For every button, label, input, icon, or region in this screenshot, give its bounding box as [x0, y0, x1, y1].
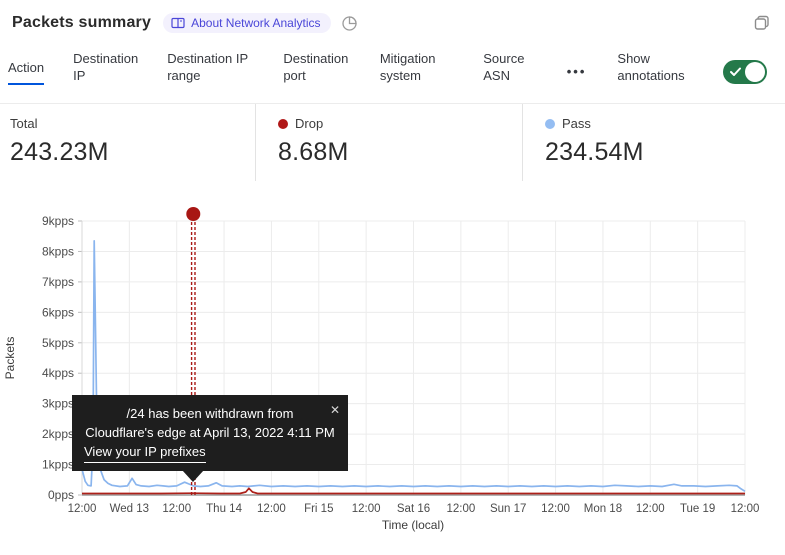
view-ip-prefixes-link[interactable]: View your IP prefixes [84, 442, 206, 463]
drop-series-dot [278, 118, 288, 129]
tab-destination-ip-range[interactable]: Destination IP range [167, 51, 249, 83]
book-icon [171, 17, 185, 29]
y-tick-label: 0pps [48, 488, 74, 502]
x-tick-label: 12:00 [257, 503, 286, 515]
about-badge-label: About Network Analytics [191, 16, 321, 30]
y-tick-label: 4kpps [42, 366, 74, 380]
show-annotations-label: Show annotations [617, 51, 685, 83]
tab-source-asn[interactable]: Source ASN [483, 51, 525, 83]
check-icon [730, 67, 742, 76]
stat-value: 234.54M [545, 138, 644, 166]
x-tick-label: Fri 15 [304, 503, 333, 515]
packets-chart[interactable]: 0pps 1kpps 2kpps 3kpps 4kpps 5kpps 6kpps 7kpps 8… [0, 203, 785, 548]
x-tick-label: 12:00 [541, 503, 570, 515]
x-tick-label: 12:00 [162, 503, 191, 515]
dimension-tabs: Action Destination IP Destination IP range… [0, 36, 785, 93]
y-axis-title: Packets [3, 337, 17, 380]
x-tick-label: 12:00 [352, 503, 381, 515]
x-tick-label: Mon 18 [584, 503, 622, 515]
y-tick-label: 9kpps [42, 214, 74, 228]
x-tick-label: 12:00 [68, 503, 97, 515]
header: Packets summary About Network Analytics [0, 0, 785, 36]
x-tick-label: 12:00 [446, 503, 475, 515]
stat-value: 243.23M [10, 138, 109, 166]
series-line-drop [82, 487, 745, 495]
tab-destination-port[interactable]: Destination port [283, 51, 349, 83]
tab-action[interactable]: Action [8, 59, 45, 85]
sampling-pie-icon [341, 15, 358, 32]
y-tick-label: 2kpps [42, 427, 74, 441]
packets-chart-area: 0pps 1kpps 2kpps 3kpps 4kpps 5kpps 6kpps 7kpps 8… [0, 203, 785, 548]
x-tick-label: Tue 19 [680, 503, 715, 515]
stat-value: 8.68M [278, 138, 349, 166]
y-tick-label: 1kpps [42, 458, 74, 472]
x-tick-label: Wed 13 [110, 503, 149, 515]
stat-label: Drop [295, 116, 324, 131]
tooltip-line2: Cloudflare's edge at April 13, 2022 4:11… [85, 425, 335, 440]
toggle-knob [745, 61, 766, 82]
stat-pass: Pass 234.54M [522, 104, 785, 181]
about-network-analytics-badge[interactable]: About Network Analytics [163, 13, 331, 33]
more-tabs-button[interactable]: ••• [566, 64, 587, 79]
stat-total: Total 243.23M [0, 104, 255, 181]
annotation-marker-dot[interactable] [186, 207, 201, 221]
tooltip-caret [182, 470, 204, 482]
popout-window-icon[interactable] [753, 14, 771, 32]
x-tick-label: Sun 17 [490, 503, 526, 515]
tab-mitigation-system[interactable]: Mitigation system [379, 51, 436, 83]
stats-row: Total 243.23M Drop 8.68M Pass 234.54M [0, 103, 785, 181]
show-annotations-toggle[interactable] [723, 59, 768, 84]
x-axis-title: Time (local) [382, 518, 444, 532]
close-icon[interactable]: ✕ [329, 403, 340, 417]
annotation-tooltip: ✕ /24 has been withdrawn from Cloudflare… [72, 395, 348, 482]
tooltip-line1: /24 has been withdrawn from [126, 406, 294, 421]
pass-series-dot [545, 118, 555, 129]
stat-label: Pass [562, 116, 591, 131]
tab-destination-ip[interactable]: Destination IP [73, 51, 139, 83]
series-line-pass [81, 239, 746, 493]
y-tick-label: 6kpps [42, 305, 74, 319]
stat-drop: Drop 8.68M [255, 104, 522, 181]
page-title: Packets summary [12, 14, 152, 31]
x-tick-label: 12:00 [731, 503, 760, 515]
x-tick-label: 12:00 [636, 503, 665, 515]
y-tick-label: 8kpps [42, 244, 74, 258]
x-tick-label: Thu 14 [206, 503, 242, 515]
y-tick-label: 3kpps [42, 397, 74, 411]
y-tick-label: 5kpps [42, 336, 74, 350]
x-tick-label: Sat 16 [397, 503, 430, 515]
y-tick-label: 7kpps [42, 275, 74, 289]
stat-label: Total [10, 116, 38, 131]
